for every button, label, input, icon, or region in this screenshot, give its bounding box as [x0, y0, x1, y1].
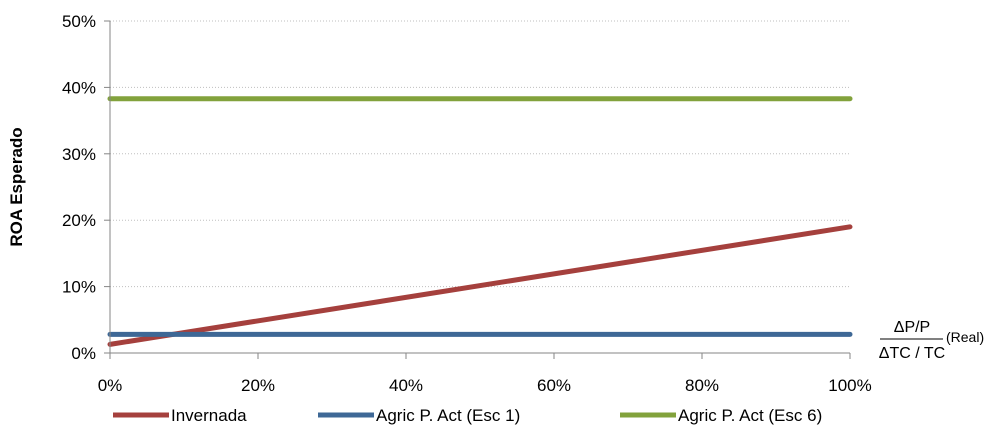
x-axis-label-numerator: ΔP/P	[894, 319, 930, 336]
axes	[109, 21, 850, 354]
legend-label: Agric P. Act (Esc 6)	[678, 406, 822, 425]
y-tick-label: 20%	[62, 211, 96, 230]
x-tick-label: 80%	[685, 376, 719, 395]
legend: Invernada Agric P. Act (Esc 1) Agric P. Ac…	[113, 406, 822, 425]
x-axis-label: ΔP/P ΔTC / TC (Real)	[879, 319, 984, 362]
y-tick-label: 0%	[71, 344, 96, 363]
legend-label: Invernada	[171, 406, 247, 425]
series-lines	[107, 96, 853, 347]
x-tick-label: 60%	[537, 376, 571, 395]
x-tick-label: 100%	[828, 376, 871, 395]
y-tick-label: 50%	[62, 12, 96, 31]
y-tick-label: 40%	[62, 78, 96, 97]
x-axis-label-suffix: (Real)	[946, 329, 984, 345]
x-axis-label-denominator: ΔTC / TC	[879, 345, 945, 362]
x-tick-label: 40%	[389, 376, 423, 395]
series-line	[107, 224, 853, 347]
x-tick-label: 20%	[241, 376, 275, 395]
y-tick-label: 10%	[62, 278, 96, 297]
y-axis-label: ROA Esperado	[7, 127, 26, 246]
y-tick-labels: 0% 10% 20% 30% 40% 50%	[62, 12, 110, 363]
legend-label: Agric P. Act (Esc 1)	[376, 406, 520, 425]
x-tick-label: 0%	[98, 376, 123, 395]
x-tick-labels: 0% 20% 40% 60% 80% 100%	[98, 353, 872, 395]
y-tick-label: 30%	[62, 145, 96, 164]
